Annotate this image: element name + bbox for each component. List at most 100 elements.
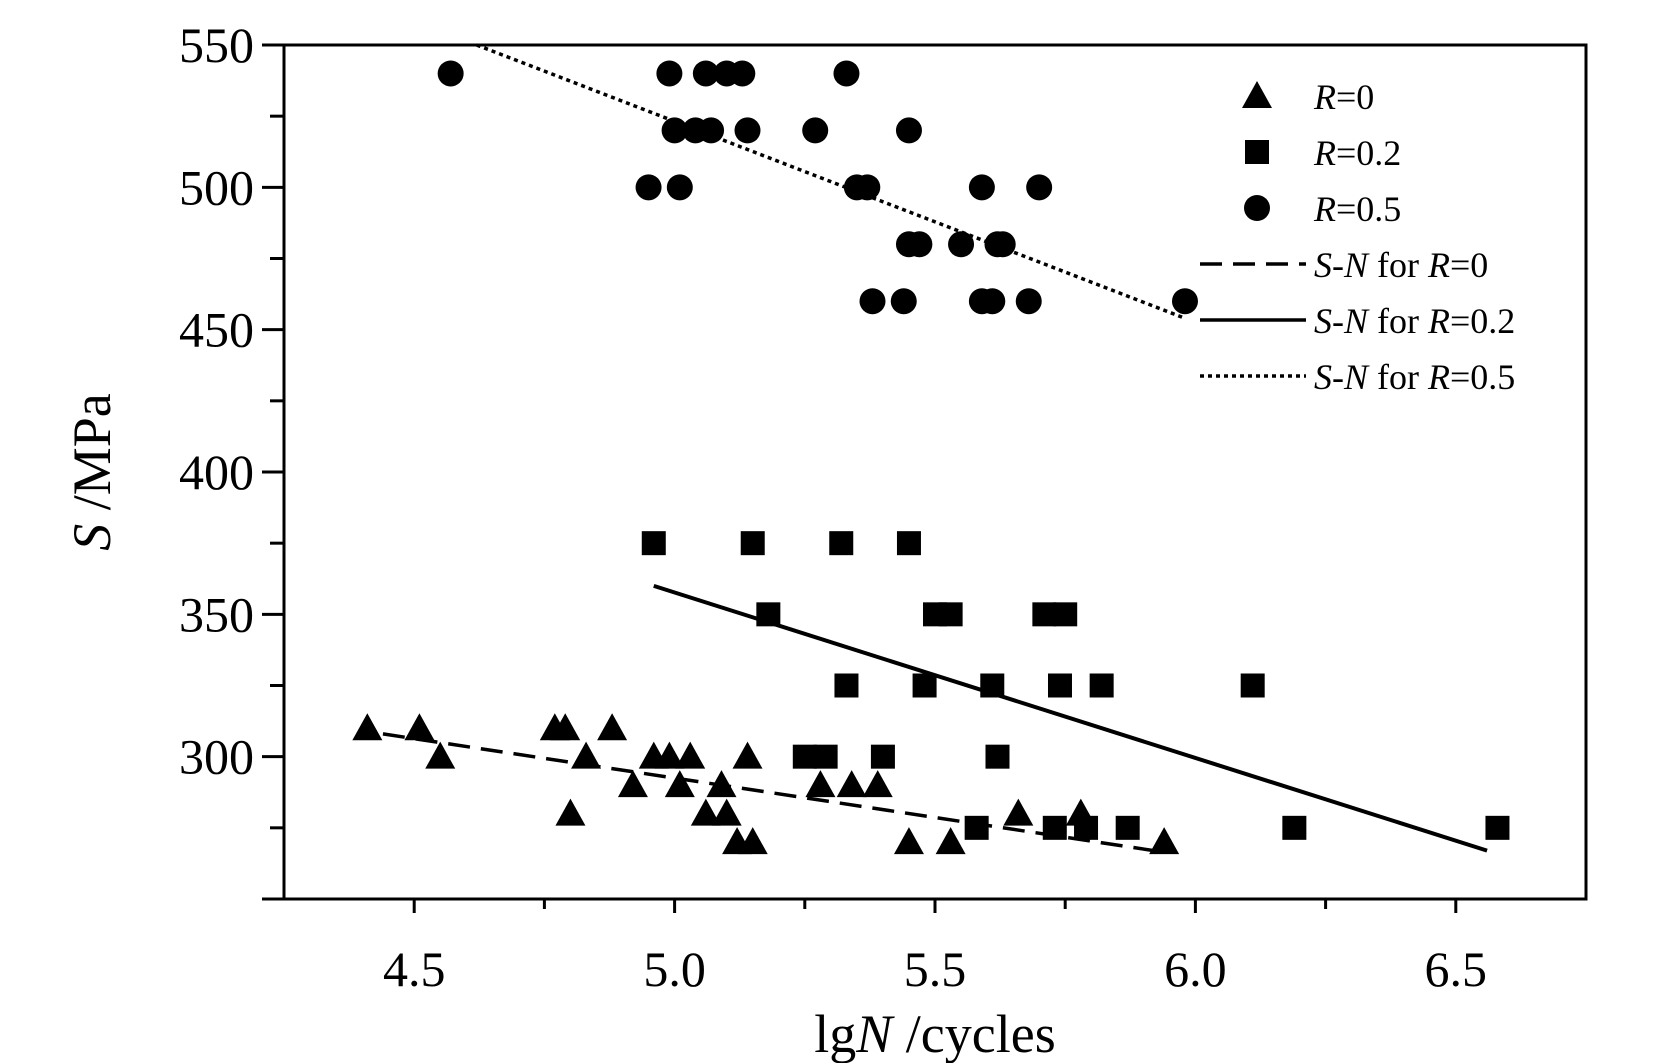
circle-point — [989, 231, 1016, 258]
y-axis-label-part: /MPa — [62, 393, 122, 524]
circle-point — [1026, 174, 1053, 201]
y-tick-label: 400 — [179, 444, 254, 500]
square-point — [912, 673, 937, 698]
triangle-point — [597, 713, 628, 741]
legend-entry-label-part: R — [1313, 133, 1336, 173]
triangle-point — [862, 770, 893, 798]
triangle-point — [732, 741, 763, 769]
circle-point — [948, 231, 975, 258]
legend-entry-label-part: S — [1314, 301, 1332, 341]
square-point — [834, 673, 859, 698]
square-point — [1042, 815, 1067, 840]
legend-entry-label-part: R — [1427, 301, 1450, 341]
triangle-point — [571, 741, 602, 769]
y-tick-label: 300 — [179, 729, 254, 785]
plot-frame — [282, 43, 1588, 901]
square-point — [1240, 673, 1265, 698]
square-point — [756, 602, 781, 627]
square-point — [1089, 673, 1114, 698]
square-point — [740, 531, 765, 556]
legend-entry-label: S-N for R=0 — [1314, 245, 1488, 285]
legend-entry-label-part: R — [1313, 77, 1336, 117]
x-tick-label: 5.0 — [643, 941, 706, 997]
legend-square-marker — [1245, 140, 1269, 164]
fit-lines — [382, 43, 1488, 853]
square-point — [813, 744, 838, 769]
square-point — [964, 815, 989, 840]
square-point — [641, 531, 666, 556]
legend-entry-label-part: =0 — [1336, 77, 1374, 117]
square-point — [938, 602, 963, 627]
x-axis-label-part: lg — [814, 1004, 856, 1063]
legend-entry-label-part: N — [1343, 357, 1370, 397]
triangle-point — [675, 741, 706, 769]
triangle-point — [1149, 827, 1180, 855]
x-tick-label: 6.5 — [1425, 941, 1488, 997]
legend-entry-label-part: =0 — [1450, 245, 1488, 285]
circle-point — [729, 60, 756, 87]
data-points — [352, 60, 1510, 855]
square-point — [1115, 815, 1140, 840]
square-point — [1074, 815, 1099, 840]
circle-point — [833, 60, 860, 87]
legend-entry-label-part: S — [1314, 245, 1332, 285]
triangle-point — [654, 741, 685, 769]
legend-entry-label: S-N for R=0.5 — [1314, 357, 1515, 397]
square-point — [1047, 673, 1072, 698]
sn-fit-line-solid — [653, 583, 1488, 853]
y-tick-label: 350 — [179, 586, 254, 642]
y-tick-label: 550 — [179, 17, 254, 73]
triangle-point — [664, 770, 695, 798]
y-tick-label: 500 — [179, 159, 254, 215]
triangle-point — [805, 770, 836, 798]
circle-point — [1171, 288, 1198, 315]
triangle-point — [893, 827, 924, 855]
circle-point — [656, 60, 683, 87]
circle-point — [698, 117, 725, 144]
legend-entry-label-part: for — [1368, 301, 1428, 341]
triangle-point — [617, 770, 648, 798]
legend-entry-label-part: S — [1314, 357, 1332, 397]
y-axis-label: S /MPa — [62, 393, 122, 551]
sn-fit-line-dashed — [382, 732, 1154, 853]
circle-point — [437, 60, 464, 87]
triangle-point — [711, 798, 742, 826]
square-point — [985, 744, 1010, 769]
triangle-point — [690, 798, 721, 826]
circle-point — [661, 117, 688, 144]
circle-point — [635, 174, 662, 201]
square-point — [829, 531, 854, 556]
triangle-point — [836, 770, 867, 798]
square-point — [980, 673, 1005, 698]
legend-entry-label-part: N — [1343, 301, 1370, 341]
legend-entry-label-part: R — [1427, 357, 1450, 397]
circle-point — [859, 288, 886, 315]
legend-entry-label-part: R — [1313, 189, 1336, 229]
legend-entry-label: R=0.2 — [1313, 133, 1401, 173]
circle-point — [1015, 288, 1042, 315]
legend-entry-label-part: - — [1332, 357, 1344, 397]
x-axis-label: lgN /cycles — [814, 1004, 1055, 1063]
x-tick-label: 4.5 — [383, 941, 446, 997]
y-axis-label-part: S — [62, 524, 122, 551]
legend-triangle-marker — [1242, 81, 1272, 108]
legend: R=0R=0.2R=0.5S-N for R=0S-N for R=0.2S-N… — [1200, 77, 1515, 397]
circle-point — [979, 288, 1006, 315]
circle-point — [666, 174, 693, 201]
triangle-point — [425, 741, 456, 769]
ticks: 4.5 5.0 5.5 6.0 6.5 300 350 400 450 500 550 — [179, 17, 1487, 997]
legend-entry-label-part: - — [1332, 245, 1344, 285]
square-point — [792, 744, 817, 769]
legend-entry-label-part: - — [1332, 301, 1344, 341]
legend-entry-label-part: =0.2 — [1450, 301, 1515, 341]
circle-point — [906, 231, 933, 258]
circle-point — [890, 288, 917, 315]
legend-entry-label-part: for — [1368, 357, 1428, 397]
legend-circle-marker — [1244, 195, 1270, 221]
legend-entry-label-part: =0.5 — [1450, 357, 1515, 397]
circle-point — [802, 117, 829, 144]
circle-point — [895, 117, 922, 144]
legend-entry-label: R=0 — [1313, 77, 1374, 117]
x-axis-label-part: N — [855, 1004, 895, 1063]
